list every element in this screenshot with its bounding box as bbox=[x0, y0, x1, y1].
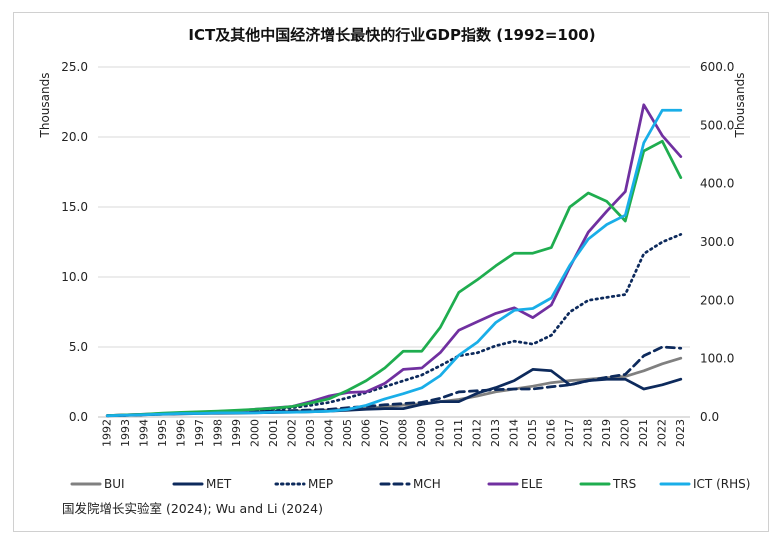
series-line-mep bbox=[105, 233, 683, 418]
x-tick-label: 1997 bbox=[193, 419, 206, 447]
x-tick-label: 2020 bbox=[618, 419, 631, 447]
y-left-tick-label: 20.0 bbox=[61, 130, 88, 144]
x-tick-label: 2019 bbox=[600, 419, 613, 447]
x-tick-label: 2009 bbox=[415, 419, 428, 447]
x-tick-label: 2012 bbox=[470, 419, 483, 447]
chart-frame: ICT及其他中国经济增长最快的行业GDP指数 (1992=100) Thousa… bbox=[13, 12, 769, 532]
x-tick-label: 2005 bbox=[341, 419, 354, 447]
x-tick-label: 2021 bbox=[637, 419, 650, 447]
y-right-tick-label: 200.0 bbox=[700, 293, 734, 307]
series-line-ict-rhs bbox=[105, 108, 683, 418]
series-line-ele bbox=[105, 103, 683, 417]
y-left-tick-label: 15.0 bbox=[61, 200, 88, 214]
chart-title: ICT及其他中国经济增长最快的行业GDP指数 (1992=100) bbox=[188, 26, 595, 44]
y-right-tick-label: 300.0 bbox=[700, 235, 734, 249]
x-tick-label: 2007 bbox=[378, 419, 391, 447]
x-tick-label: 1995 bbox=[156, 419, 169, 447]
y-axis-right-label: Thousands bbox=[733, 73, 747, 139]
legend: BUI MET MEP MCH ELE TRS ICT (RHS) bbox=[70, 477, 750, 491]
legend-label: ELE bbox=[521, 477, 543, 491]
chart: ICT及其他中国经济增长最快的行业GDP指数 (1992=100) Thousa… bbox=[38, 26, 750, 516]
source-note: 国发院增长实验室 (2024); Wu and Li (2024) bbox=[62, 501, 323, 516]
y-left-tick-label: 10.0 bbox=[61, 270, 88, 284]
y-right-tick-label: 500.0 bbox=[700, 118, 734, 132]
legend-label: MCH bbox=[413, 477, 441, 491]
x-tick-label: 2018 bbox=[581, 419, 594, 447]
x-tick-label: 1993 bbox=[119, 419, 132, 447]
x-tick-label: 1999 bbox=[230, 419, 243, 447]
x-tick-label: 2000 bbox=[248, 419, 261, 447]
x-tick-label: 2001 bbox=[267, 419, 280, 447]
y-right-tick-label: 400.0 bbox=[700, 177, 734, 191]
legend-label: MET bbox=[206, 477, 232, 491]
y-left-tick-label: 25.0 bbox=[61, 60, 88, 74]
x-tick-label: 2013 bbox=[489, 419, 502, 447]
x-tick-label: 2015 bbox=[526, 419, 539, 447]
legend-label: BUI bbox=[104, 477, 125, 491]
y-right-tick-label: 100.0 bbox=[700, 352, 734, 366]
x-tick-label: 1992 bbox=[100, 419, 113, 447]
x-tick-label: 2004 bbox=[322, 419, 335, 447]
x-tick-label: 1996 bbox=[174, 419, 187, 447]
y-axis-left-label: Thousands bbox=[38, 73, 52, 139]
x-tick-label: 2008 bbox=[396, 419, 409, 447]
x-tick-label: 1998 bbox=[211, 419, 224, 447]
y-right-tick-label: 600.0 bbox=[700, 60, 734, 74]
x-tick-label: 2003 bbox=[304, 419, 317, 447]
x-tick-label: 2023 bbox=[674, 419, 687, 447]
legend-label: ICT (RHS) bbox=[693, 477, 750, 491]
series-line-bui bbox=[105, 356, 683, 417]
x-tick-label: 2011 bbox=[452, 419, 465, 447]
x-tick-label: 1994 bbox=[137, 419, 150, 447]
x-tick-label: 2010 bbox=[433, 419, 446, 447]
series-line-trs bbox=[105, 139, 683, 417]
x-tick-label: 2014 bbox=[507, 419, 520, 447]
x-tick-label: 2002 bbox=[285, 419, 298, 447]
x-tick-label: 2022 bbox=[655, 419, 668, 447]
y-left-tick-label: 0.0 bbox=[69, 410, 88, 424]
y-right-tick-label: 0.0 bbox=[700, 410, 719, 424]
legend-label: MEP bbox=[308, 477, 333, 491]
x-tick-label: 2016 bbox=[544, 419, 557, 447]
y-left-tick-label: 5.0 bbox=[69, 340, 88, 354]
legend-label: TRS bbox=[612, 477, 636, 491]
x-tick-label: 2017 bbox=[563, 419, 576, 447]
plot-area: 0.0 5.0 10.0 15.0 20.0 25.0 0.0 100.0 200.0 300.0… bbox=[61, 60, 734, 447]
x-tick-label: 2006 bbox=[359, 419, 372, 447]
